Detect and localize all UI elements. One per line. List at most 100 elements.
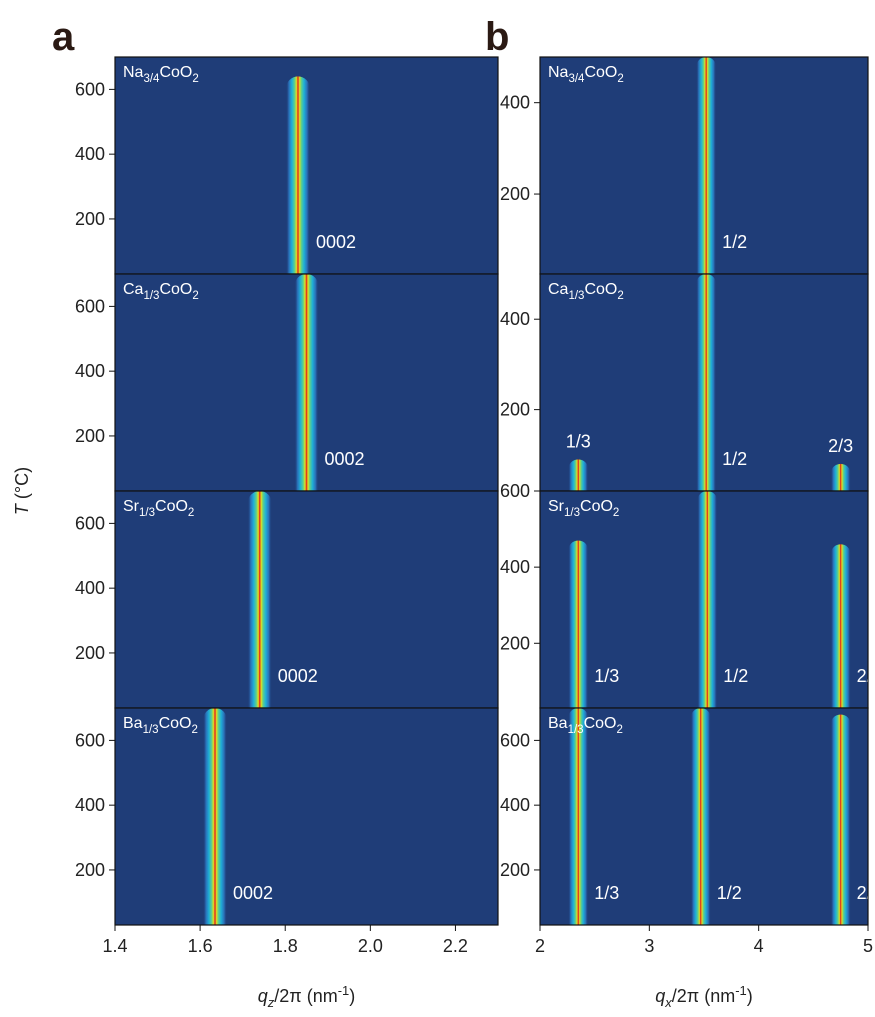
text-part: Ca	[123, 281, 144, 298]
panel-title: Sr1/3CoO2	[548, 498, 619, 519]
intensity-streak	[294, 274, 319, 491]
panel-title: Na3/4CoO2	[548, 64, 624, 85]
peak-label: 0002	[278, 666, 318, 686]
text-part: CoO	[584, 281, 617, 298]
text-part: Sr	[548, 498, 565, 515]
y-tick-label: 400	[500, 93, 530, 113]
y-tick-label: 600	[75, 296, 105, 316]
text-part: 2	[617, 290, 623, 302]
streaks	[568, 491, 851, 708]
text-part: 2	[613, 507, 619, 519]
text-part: /2π (nm	[274, 986, 337, 1006]
y-tick-label: 600	[75, 79, 105, 99]
text-part: -1	[735, 983, 747, 998]
x-tick-label: 3	[644, 936, 654, 956]
text-part: 1/3	[568, 724, 584, 736]
intensity-streak	[568, 708, 589, 925]
text-part: )	[349, 986, 355, 1006]
intensity-streak	[697, 491, 718, 708]
panel-label: a	[52, 15, 75, 59]
text-part: Ca	[548, 281, 569, 298]
peak-label: 1/3	[566, 431, 591, 451]
text-part: )	[747, 986, 753, 1006]
y-tick-label: 200	[500, 184, 530, 204]
x-tick-label: 2	[535, 936, 545, 956]
text-part: 2	[192, 73, 198, 85]
text-part: CoO	[159, 64, 192, 81]
intensity-streak	[568, 459, 589, 491]
text-part: CoO	[159, 715, 192, 732]
y-tick-label: 400	[500, 557, 530, 577]
text-part: 2	[617, 724, 623, 736]
streaks	[696, 57, 717, 274]
text-part: z	[267, 995, 275, 1010]
y-tick-label: 400	[75, 361, 105, 381]
panel-frame	[539, 707, 869, 926]
text-part: Na	[123, 64, 144, 81]
y-tick-label: 400	[500, 795, 530, 815]
intensity-streak	[830, 544, 851, 708]
peak-label: 2/3	[828, 436, 853, 456]
intensity-streak	[696, 274, 717, 491]
y-tick-label: 600	[500, 481, 530, 501]
text-part: 2	[192, 724, 198, 736]
intensity-streak	[203, 708, 228, 925]
x-tick-label: 2.0	[358, 936, 383, 956]
text-part: CoO	[159, 281, 192, 298]
panel-bg	[115, 708, 498, 925]
x-tick-label: 5	[863, 936, 873, 956]
text-part: CoO	[155, 498, 188, 515]
panel-title: Ba1/3CoO2	[123, 715, 198, 736]
text-part: /2π (nm	[672, 986, 735, 1006]
text-part: 1/3	[143, 290, 159, 302]
peak-label: 0002	[316, 232, 356, 252]
intensity-streak	[690, 708, 711, 925]
panel-title: Ba1/3CoO2	[548, 715, 623, 736]
peak-label: 1/3	[594, 666, 619, 686]
y-tick-label: 400	[75, 578, 105, 598]
panel-frame	[114, 707, 499, 926]
text-part: 3/4	[143, 73, 160, 85]
y-tick-label: 400	[75, 144, 105, 164]
peak-label: 1/3	[594, 883, 619, 903]
peak-label: 1/2	[722, 232, 747, 252]
text-part: CoO	[584, 64, 617, 81]
intensity-streak	[830, 714, 851, 925]
text-part: 3/4	[568, 73, 585, 85]
text-part: Ba	[548, 715, 568, 732]
peak-label: 0002	[233, 883, 273, 903]
y-tick-label: 400	[500, 309, 530, 329]
intensity-streak	[568, 540, 589, 708]
panel-title: Ca1/3CoO2	[548, 281, 624, 302]
x-tick-label: 2.2	[443, 936, 468, 956]
y-tick-label: 600	[75, 730, 105, 750]
text-part: CoO	[584, 715, 617, 732]
x-axis-label: qz/2π (nm-1)	[258, 983, 355, 1010]
x-tick-label: 4	[754, 936, 764, 956]
streaks	[568, 708, 851, 925]
text-part: CoO	[580, 498, 613, 515]
y-tick-label: 200	[500, 860, 530, 880]
panel-bg	[115, 491, 498, 708]
panel-title: Ca1/3CoO2	[123, 281, 199, 302]
y-tick-label: 200	[500, 633, 530, 653]
text-part: x	[664, 995, 672, 1010]
y-tick-label: 200	[75, 426, 105, 446]
text-part: Na	[548, 64, 569, 81]
panel-label: b	[485, 15, 509, 59]
peak-label: 2/3	[857, 883, 875, 903]
text-part: Ba	[123, 715, 143, 732]
text-part: 2	[188, 507, 194, 519]
text-part: 1/3	[564, 507, 580, 519]
peak-label: 1/2	[723, 666, 748, 686]
streaks	[285, 76, 310, 274]
panel-title: Sr1/3CoO2	[123, 498, 194, 519]
peak-label: 1/2	[717, 883, 742, 903]
y-tick-label: 200	[500, 400, 530, 420]
streaks	[568, 274, 851, 491]
intensity-streak	[696, 57, 717, 274]
text-part: 1/3	[143, 724, 159, 736]
text-part: q	[258, 986, 268, 1006]
intensity-streak	[247, 491, 272, 708]
